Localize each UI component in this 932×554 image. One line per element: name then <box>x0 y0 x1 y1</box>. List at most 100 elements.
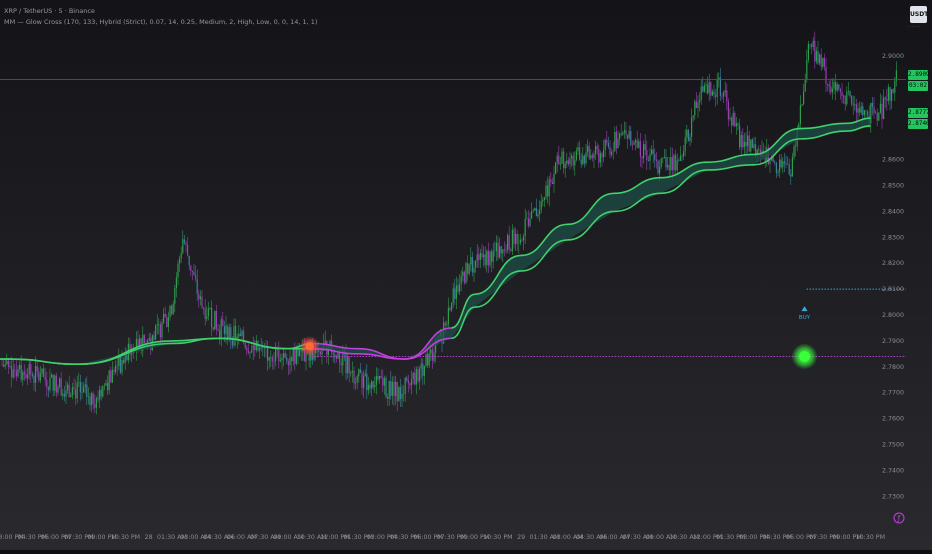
bear-cross-dot <box>305 342 314 351</box>
ma-band-layer <box>0 117 871 366</box>
candle-body-361 <box>579 147 581 160</box>
candle-body-364 <box>583 155 585 164</box>
time-tick-32: 03:00 PM <box>739 534 768 541</box>
candle-body-421 <box>675 155 677 171</box>
candle-body-495 <box>793 146 795 158</box>
candle-body-472 <box>756 149 758 156</box>
candle-body-551 <box>883 97 885 119</box>
candle-body-74 <box>119 356 121 373</box>
candle-body-248 <box>398 387 400 402</box>
candle-body-284 <box>455 285 457 299</box>
candle-body-483 <box>774 162 776 163</box>
candle-body-523 <box>838 84 840 89</box>
candle-body-383 <box>614 132 616 152</box>
candle-body-84 <box>135 339 137 352</box>
candle-body-236 <box>379 375 381 380</box>
candle-body-132 <box>212 327 214 330</box>
svg-text:ƒ: ƒ <box>897 514 901 522</box>
candle-body-314 <box>503 249 505 251</box>
candle-body-388 <box>622 132 624 135</box>
candle-body-1 <box>3 365 5 367</box>
candle-body-89 <box>143 334 145 343</box>
candle-body-358 <box>574 159 576 166</box>
candle-body-207 <box>332 352 334 355</box>
candle-body-20 <box>33 375 35 383</box>
candle-body-286 <box>459 284 461 292</box>
candle-body-238 <box>382 377 384 386</box>
time-tick-7: 01:30 AM <box>157 534 187 541</box>
candle-body-373 <box>598 149 600 163</box>
candle-body-34 <box>55 375 57 393</box>
candle-body-108 <box>174 288 176 304</box>
time-tick-16: 03:00 PM <box>367 534 396 541</box>
indicator-label[interactable]: MM — Glow Cross (170, 133, Hybrid (Stric… <box>4 18 318 26</box>
candle-body-291 <box>467 263 469 274</box>
candle-body-8 <box>14 369 16 371</box>
candle-body-267 <box>428 353 430 366</box>
candle-body-400 <box>641 156 643 159</box>
candle-body-219 <box>351 370 353 373</box>
time-tick-5: 10:30 PM <box>111 534 140 541</box>
candle-body-463 <box>742 135 744 148</box>
candle-body-46 <box>75 389 77 399</box>
candle-body-537 <box>860 106 862 113</box>
candle-body-543 <box>870 102 872 123</box>
candle-body-35 <box>57 386 59 393</box>
candle-body-262 <box>420 363 422 369</box>
candle-body-55 <box>89 396 91 406</box>
candle-body-396 <box>635 140 637 143</box>
candle-body-98 <box>158 324 160 325</box>
candle-body-351 <box>563 151 565 169</box>
candle-body-227 <box>364 373 366 377</box>
buy-label: BUY <box>799 315 811 321</box>
candle-body-407 <box>652 149 654 155</box>
candle-body-293 <box>470 256 472 265</box>
candle-body-324 <box>519 239 521 244</box>
candle-body-217 <box>348 357 350 374</box>
candle-body-198 <box>318 349 320 352</box>
candle-body-150 <box>241 330 243 336</box>
candle-body-65 <box>105 383 107 386</box>
symbol-title[interactable]: XRP / TetherUS · 5 · Binance <box>4 7 95 15</box>
candle-body-299 <box>479 253 481 260</box>
candle-body-457 <box>732 112 734 126</box>
candle-body-319 <box>511 229 513 252</box>
candle-body-492 <box>788 164 790 175</box>
candle-body-416 <box>667 164 669 168</box>
candle-body-30 <box>49 377 51 391</box>
currency-badge[interactable]: USDT <box>910 6 928 23</box>
candle-body-181 <box>291 357 293 362</box>
time-tick-6: 28 <box>145 534 153 541</box>
candle-body-352 <box>564 163 566 169</box>
candle-body-58 <box>94 404 96 408</box>
price-axis[interactable]: 2.9000 2.8600 2.8500 2.8400 2.8300 2.8200 2.81… <box>882 53 904 500</box>
candle-body-434 <box>695 101 697 108</box>
candle-body-202 <box>324 340 326 344</box>
candle-body-549 <box>879 103 881 113</box>
candle-body-447 <box>716 79 718 97</box>
time-tick-9: 04:30 AM <box>204 534 234 541</box>
candle-body-2 <box>4 364 6 367</box>
candle-body-69 <box>111 369 113 383</box>
candle-body-553 <box>886 99 888 101</box>
candle-body-117 <box>188 255 190 266</box>
candle-body-168 <box>270 357 272 358</box>
tradingview-logo-icon[interactable]: ƒ <box>893 512 905 524</box>
candle-body-297 <box>476 254 478 262</box>
candle-body-359 <box>575 151 577 160</box>
candle-body-453 <box>726 90 728 102</box>
candle-body-360 <box>577 147 579 152</box>
candle-body-300 <box>481 253 483 258</box>
candle-body-48 <box>78 382 80 383</box>
candle-body-498 <box>798 124 800 129</box>
candle-body-330 <box>529 218 531 227</box>
candle-body-77 <box>124 355 126 363</box>
candle-body-128 <box>206 316 208 320</box>
candle-body-230 <box>369 384 371 389</box>
candle-body-349 <box>559 163 561 165</box>
candle-body-382 <box>612 151 614 153</box>
candle-body-469 <box>751 139 753 149</box>
